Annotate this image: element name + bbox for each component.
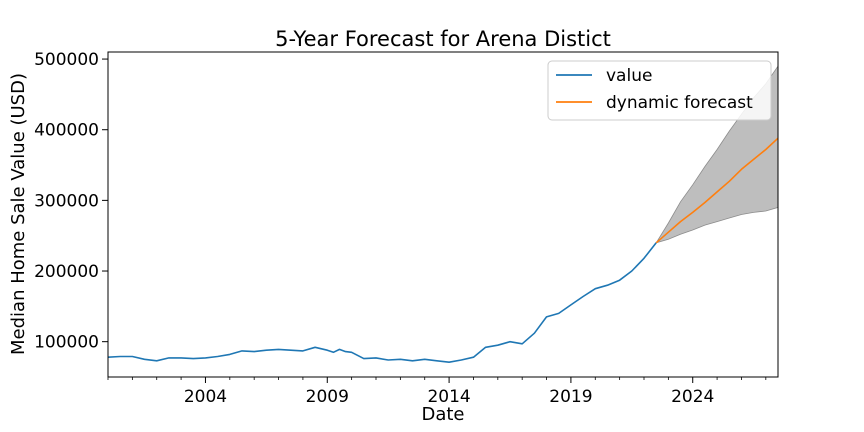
legend: value dynamic forecast [547, 60, 772, 121]
x-tick-label: 2014 [427, 387, 470, 407]
y-tick-label: 500000 [34, 50, 99, 70]
x-axis-title: Date [421, 404, 464, 425]
y-tick-label: 100000 [34, 333, 99, 353]
x-tick-label: 2004 [184, 387, 227, 407]
series-layer [107, 137, 779, 363]
x-tick-label: 2009 [306, 387, 349, 407]
chart-title: 5-Year Forecast for Arena Distict [275, 27, 611, 51]
series-line-dynamic-forecast [655, 137, 779, 244]
plot-frame [107, 51, 779, 378]
y-axis: 100000 200000 300000 400000 500000 [34, 50, 108, 353]
series-line-value [107, 242, 657, 363]
y-tick-label: 300000 [34, 191, 99, 211]
x-tick-label: 2024 [671, 387, 714, 407]
legend-label-dynamic-forecast: dynamic forecast [606, 93, 753, 113]
legend-box [547, 60, 772, 121]
y-axis-title: Median Home Sale Value (USD) [8, 73, 29, 355]
y-tick-label: 400000 [34, 121, 99, 141]
x-tick-label: 2019 [549, 387, 592, 407]
x-axis: 2004 2009 2014 2019 2024 [107, 377, 767, 407]
y-tick-label: 200000 [34, 262, 99, 282]
legend-label-value: value [606, 66, 652, 86]
